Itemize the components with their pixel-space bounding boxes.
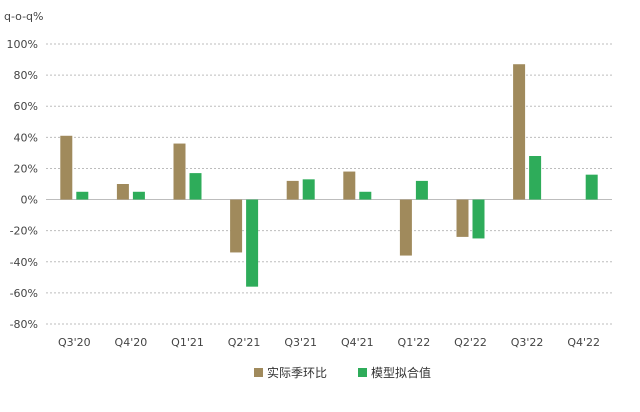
- legend-label: 实际季环比: [267, 365, 327, 380]
- bar-model-8: [472, 199, 485, 239]
- y-axis-ticks: -80% -60% -40% -20% 0% 20% 40% 60% 80% 100%: [7, 38, 38, 331]
- y-unit-label: q-o-q%: [4, 10, 44, 23]
- y-tick-label: 20%: [14, 162, 38, 175]
- y-tick-label: 60%: [14, 100, 38, 113]
- y-tick-label: 40%: [14, 131, 38, 144]
- bar-model-4: [246, 199, 259, 287]
- bar-actual-6: [343, 171, 356, 200]
- bar-model-3: [189, 173, 202, 200]
- bar-model-2: [132, 191, 145, 200]
- bar-model-7: [415, 180, 428, 200]
- bar-model-5: [302, 179, 315, 200]
- x-tick-label: Q4'20: [115, 336, 148, 349]
- x-tick-label: Q1'22: [398, 336, 431, 349]
- x-tick-label: Q4'21: [341, 336, 374, 349]
- bar-actual-5: [286, 180, 299, 200]
- y-tick-label: -60%: [10, 287, 38, 300]
- legend-swatch: [254, 368, 263, 377]
- x-tick-label: Q3'20: [58, 336, 91, 349]
- bar-actual-3: [173, 143, 186, 200]
- bar-actual-7: [399, 199, 412, 256]
- x-tick-label: Q2'21: [228, 336, 261, 349]
- bar-model-1: [76, 191, 89, 200]
- bar-model-9: [529, 156, 542, 200]
- x-tick-label: Q1'21: [171, 336, 204, 349]
- x-tick-label: Q3'21: [284, 336, 317, 349]
- bar-actual-2: [116, 184, 129, 200]
- bar-model-10: [585, 174, 598, 200]
- x-tick-label: Q4'22: [567, 336, 600, 349]
- y-tick-label: -20%: [10, 225, 38, 238]
- y-tick-label: 80%: [14, 69, 38, 82]
- bar-actual-8: [456, 199, 469, 237]
- y-tick-label: -40%: [10, 256, 38, 269]
- bar-model-6: [359, 191, 372, 200]
- bar-actual-9: [513, 64, 526, 200]
- legend: 实际季环比 模型拟合值: [254, 365, 431, 380]
- x-tick-label: Q2'22: [454, 336, 487, 349]
- bar-actual-1: [60, 135, 73, 200]
- x-axis-ticks: Q3'20 Q4'20 Q1'21 Q2'21 Q3'21 Q4'21 Q1'22 Q2'22…: [58, 336, 600, 349]
- legend-swatch: [358, 368, 367, 377]
- x-tick-label: Q3'22: [511, 336, 544, 349]
- bars: [60, 64, 598, 287]
- gridlines: [46, 43, 612, 325]
- legend-label: 模型拟合值: [371, 365, 431, 380]
- y-tick-label: -80%: [10, 318, 38, 331]
- y-tick-label: 100%: [7, 38, 38, 51]
- y-tick-label: 0%: [21, 194, 38, 207]
- bar-actual-4: [230, 199, 243, 253]
